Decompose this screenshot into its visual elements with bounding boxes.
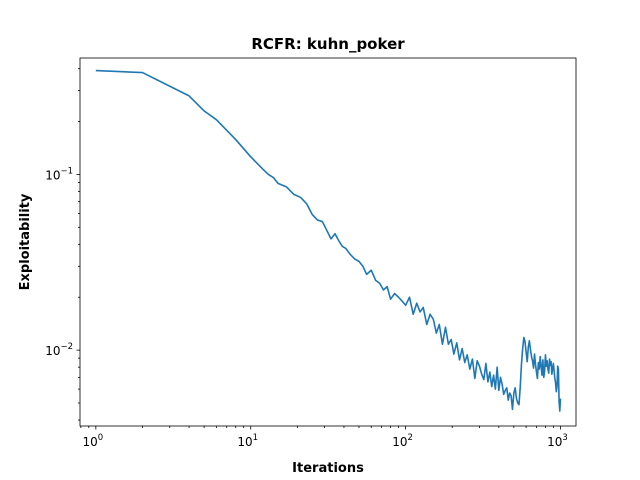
y-tick-exponent: −2 bbox=[60, 342, 73, 352]
y-tick-label: 10−2 bbox=[45, 342, 73, 358]
chart-title: RCFR: kuhn_poker bbox=[251, 35, 405, 53]
axes-frame bbox=[79, 57, 577, 427]
x-tick-label: 101 bbox=[237, 433, 258, 449]
y-axis-label: Exploitability bbox=[18, 193, 33, 290]
y-tick-exponent: −1 bbox=[60, 166, 73, 176]
x-axis-ticks: 100 101 102 103 bbox=[80, 426, 568, 449]
x-tick-exponent: 2 bbox=[408, 433, 413, 443]
exploitability-series-line bbox=[95, 69, 562, 412]
x-tick-label: 100 bbox=[83, 433, 104, 449]
y-tick-base: 10 bbox=[45, 168, 60, 182]
x-tick-label: 103 bbox=[547, 433, 568, 449]
y-axis-ticks: 10−110−2 bbox=[45, 68, 80, 421]
x-tick-base: 10 bbox=[547, 435, 562, 449]
y-tick-label: 10−1 bbox=[45, 166, 73, 182]
x-tick-label: 102 bbox=[392, 433, 413, 449]
x-tick-exponent: 0 bbox=[98, 433, 103, 443]
x-tick-base: 10 bbox=[83, 435, 98, 449]
x-axis-label: Iterations bbox=[292, 461, 364, 476]
x-tick-base: 10 bbox=[237, 435, 252, 449]
x-tick-base: 10 bbox=[392, 435, 407, 449]
x-tick-exponent: 3 bbox=[562, 433, 567, 443]
y-tick-base: 10 bbox=[45, 344, 60, 358]
x-tick-exponent: 1 bbox=[253, 433, 258, 443]
plot-area: 100 101 102 103 10−110−2 bbox=[45, 57, 577, 449]
